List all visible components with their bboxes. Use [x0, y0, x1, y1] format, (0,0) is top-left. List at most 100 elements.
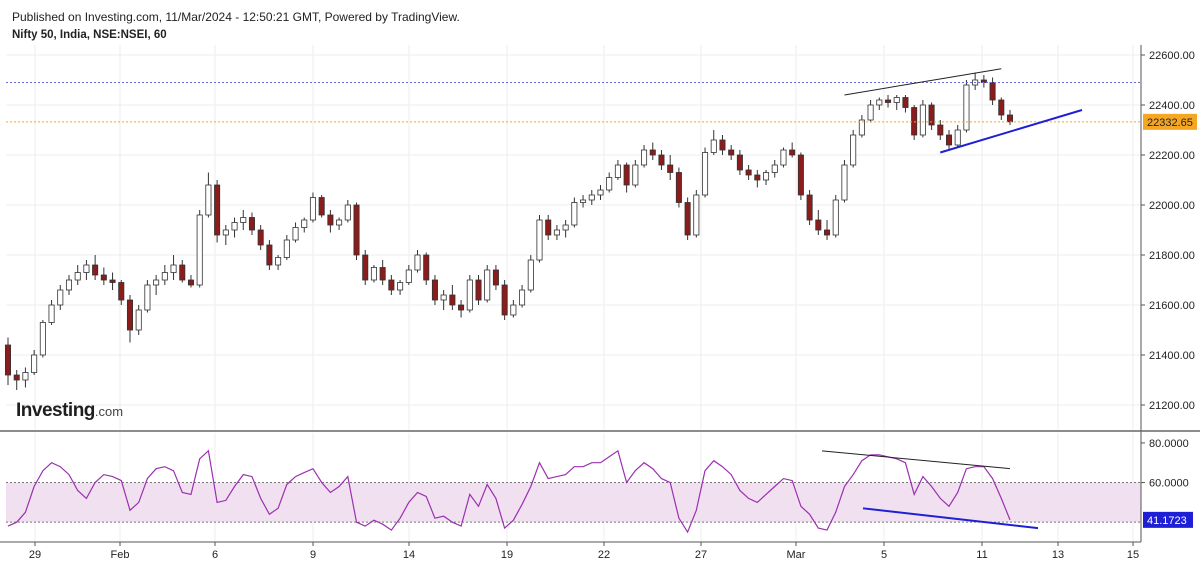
candle-up: [867, 104, 874, 121]
candle-up: [588, 194, 595, 201]
x-tick-label: Mar: [787, 549, 806, 561]
chart-header: Published on Investing.com, 11/Mar/2024 …: [12, 8, 460, 44]
candle-down: [327, 214, 334, 226]
candle-up: [344, 204, 351, 221]
candle-down: [379, 267, 386, 281]
candle-down: [928, 104, 935, 126]
candle-up: [196, 214, 203, 286]
candle-down: [902, 97, 909, 108]
candle-up: [22, 372, 29, 381]
candle-up: [83, 264, 90, 273]
symbol-label: Nifty 50, India, NSE:NSEI, 60: [12, 29, 167, 41]
candle-down: [449, 294, 456, 306]
candle-down: [92, 264, 99, 276]
y-tick-label: 22400.00: [1149, 100, 1195, 112]
candle-up: [519, 289, 526, 306]
candle-down: [318, 197, 325, 216]
rsi-y-tick-label: 60.0000: [1149, 478, 1189, 490]
candle-up: [606, 177, 613, 191]
candle-up: [309, 197, 316, 221]
x-tick-label: Feb: [111, 549, 130, 561]
candle-down: [362, 254, 369, 281]
candle-up: [292, 227, 299, 241]
candle-down: [492, 269, 499, 286]
candle-down: [431, 279, 438, 301]
last-price-badge: [1143, 113, 1197, 130]
candle-up: [954, 129, 961, 146]
candle-up: [963, 84, 970, 131]
candle-up: [205, 184, 212, 216]
last-price-label: 22332.65: [1147, 117, 1193, 129]
candle-down: [658, 154, 665, 166]
y-tick-label: 21600.00: [1149, 300, 1195, 312]
candle-up: [527, 259, 534, 291]
candle-down: [501, 284, 508, 316]
candle-down: [745, 169, 752, 176]
candle-down: [4, 344, 12, 376]
candle-down: [736, 154, 743, 171]
x-tick-label: 19: [501, 549, 513, 561]
price-upper-trendline: [844, 68, 1002, 96]
candle-up: [144, 284, 151, 311]
logo-suffix: .com: [94, 404, 124, 419]
candle-down: [126, 299, 133, 331]
x-tick-label: 27: [695, 549, 707, 561]
candle-down: [719, 139, 726, 151]
candle-down: [13, 374, 20, 381]
x-tick-label: 11: [976, 549, 987, 561]
candle-up: [414, 254, 421, 271]
candle-up: [405, 269, 412, 283]
candle-down: [649, 149, 656, 156]
candle-down: [885, 99, 892, 103]
candle-up: [484, 269, 491, 301]
candle-down: [109, 279, 116, 283]
candle-up: [275, 257, 282, 266]
candle-up: [850, 134, 857, 166]
rsi-last-value-badge: [1143, 511, 1193, 528]
x-tick-label: 13: [1052, 549, 1064, 561]
candle-down: [824, 229, 831, 236]
candle-down: [388, 279, 395, 291]
x-tick-label: 5: [881, 549, 887, 561]
candle-down: [797, 154, 804, 196]
candle-up: [702, 152, 709, 196]
x-tick-label: 29: [29, 549, 41, 561]
candle-up: [370, 267, 377, 281]
rsi-line: [7, 449, 1011, 534]
candle-down: [684, 202, 691, 236]
candle-up: [919, 104, 926, 136]
candle-up: [641, 149, 648, 166]
y-tick-label: 22600.00: [1149, 50, 1195, 62]
candle-up: [301, 219, 308, 228]
candle-up: [240, 217, 247, 223]
candle-down: [187, 279, 194, 286]
candle-up: [597, 189, 604, 196]
rsi-band: [6, 482, 1141, 523]
candle-down: [423, 254, 430, 281]
y-tick-label: 22200.00: [1149, 150, 1195, 162]
rsi-lower-trendline: [862, 507, 1039, 530]
candle-up: [876, 99, 883, 106]
candle-down: [458, 304, 465, 311]
price-support-trendline: [940, 109, 1083, 154]
candle-up: [632, 164, 639, 186]
candle-up: [832, 199, 839, 236]
candle-down: [248, 217, 255, 231]
y-tick-label: 21400.00: [1149, 350, 1195, 362]
candle-up: [135, 309, 142, 331]
candle-up: [153, 279, 160, 286]
x-tick-label: 22: [598, 549, 610, 561]
candle-up: [222, 229, 229, 236]
candle-down: [623, 164, 630, 186]
candle-down: [937, 124, 944, 136]
candle-down: [475, 279, 482, 301]
candle-down: [728, 149, 735, 156]
candle-down: [815, 219, 822, 231]
candle-up: [283, 239, 290, 258]
candle-up: [780, 149, 787, 166]
candle-up: [65, 279, 73, 291]
candle-down: [257, 229, 264, 246]
candle-up: [771, 164, 778, 173]
candle-down: [179, 264, 186, 281]
